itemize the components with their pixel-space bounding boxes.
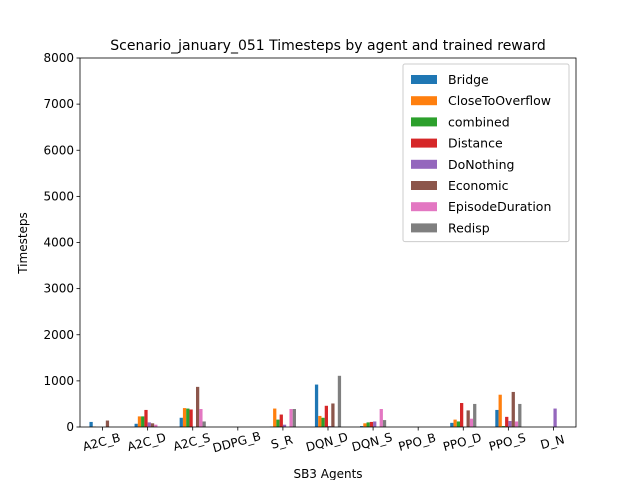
bar-bridge-ppo_s <box>495 409 499 427</box>
bar-distance-s_r <box>279 414 283 427</box>
x-tick-label: PPO_S <box>487 431 527 454</box>
bar-closetooverflow-a2c_s <box>182 408 187 427</box>
legend-label: Bridge <box>448 72 489 87</box>
bar-bridge-dqn_d <box>314 384 319 427</box>
bar-donothing-s_r <box>282 424 287 427</box>
bar-redisp-dqn_d <box>337 375 342 427</box>
bar-donothing-a2c_d <box>147 422 151 427</box>
legend-swatch <box>411 159 437 169</box>
bar-distance-ppo_d <box>460 403 464 427</box>
y-tick-label: 6000 <box>43 143 74 157</box>
bar-bridge-a2c_b <box>89 421 93 427</box>
legend-label: DoNothing <box>448 157 514 172</box>
bar-redisp-s_r <box>292 409 296 427</box>
bar-bridge-ppo_d <box>450 422 454 427</box>
x-tick-label: DQN_D <box>304 430 349 455</box>
y-tick-label: 2000 <box>43 328 74 342</box>
legend-label: Distance <box>448 136 503 151</box>
bar-donothing-ppo_s <box>508 421 512 427</box>
bar-closetooverflow-ppo_s <box>498 394 502 427</box>
legend-box <box>402 63 570 243</box>
legend-swatch <box>411 181 437 190</box>
x-tick-label: A2C_B <box>81 430 122 453</box>
legend-label: Redisp <box>448 220 490 235</box>
bar-combined-dqn_d <box>321 417 325 427</box>
bar-distance-a2c_s <box>189 409 193 427</box>
y-tick-label: 7000 <box>43 97 74 111</box>
x-tick-label: DDPG_B <box>211 429 262 455</box>
legend-label: combined <box>448 114 510 129</box>
x-axis-title: SB3 Agents <box>293 467 362 480</box>
bar-group <box>89 375 557 427</box>
bar-distance-dqn_d <box>324 405 328 427</box>
x-tick-label: S_R <box>269 433 294 452</box>
bar-bridge-a2c_d <box>134 423 138 427</box>
x-tick-label: PPO_B <box>397 430 437 453</box>
bar-closetooverflow-ppo_d <box>453 419 457 427</box>
y-tick-label: 8000 <box>43 51 74 65</box>
bar-redisp-a2c_s <box>202 421 206 427</box>
y-axis-ticks: 0 1000 2000 3000 4000 5000 6000 7000 8000 <box>43 51 80 434</box>
bar-donothing-dqn_d <box>328 426 332 427</box>
bar-economic-dqn_d <box>331 403 335 427</box>
y-tick-label: 5000 <box>43 189 74 203</box>
x-tick-label: PPO_D <box>442 430 483 454</box>
legend: Bridge CloseToOverflow combined Distance DoN… <box>402 63 570 243</box>
bar-economic-ppo_s <box>511 391 515 427</box>
legend-swatch <box>411 138 437 148</box>
bar-episodeduration-ppo_d <box>469 418 474 427</box>
bar-distance-ppo_s <box>505 416 509 427</box>
x-axis-ticks: A2C_B A2C_D A2C_S DDPG_B S_R DQN_D DQN_S PPO_B P… <box>81 427 566 455</box>
bar-economic-a2c_d <box>150 423 155 427</box>
bar-economic-ppo_d <box>466 410 470 427</box>
bar-episodeduration-dqn_s <box>379 409 383 427</box>
y-tick-label: 1000 <box>43 374 74 388</box>
bar-redisp-dqn_s <box>382 420 387 427</box>
bar-episodeduration-s_r <box>289 409 293 427</box>
bar-donothing-dqn_s <box>373 421 377 427</box>
legend-swatch <box>411 117 437 127</box>
y-tick-label: 4000 <box>43 236 74 250</box>
bar-closetooverflow-a2c_d <box>137 416 142 427</box>
legend-label: Economic <box>448 178 509 193</box>
x-tick-label: DQN_S <box>350 430 393 454</box>
x-tick-label: A2C_S <box>172 430 212 453</box>
x-tick-label: A2C_D <box>126 430 168 454</box>
bar-combined-ppo_d <box>456 421 461 427</box>
x-tick-label: D_N <box>539 432 566 452</box>
legend-label: CloseToOverflow <box>448 93 551 108</box>
bar-episodeduration-a2c_d <box>154 424 158 427</box>
legend-swatch <box>411 202 437 212</box>
bar-distance-dqn_s <box>369 421 374 427</box>
legend-label: EpisodeDuration <box>448 199 551 214</box>
bar-combined-a2c_s <box>186 408 190 427</box>
bar-combined-a2c_d <box>141 416 145 427</box>
bar-episodeduration-a2c_s <box>199 409 203 427</box>
y-axis-title: Timesteps <box>16 212 30 275</box>
legend-swatch <box>411 75 437 84</box>
bar-combined-ppo_s <box>501 426 506 427</box>
y-tick-label: 0 <box>66 420 74 434</box>
bar-closetooverflow-dqn_s <box>363 423 367 427</box>
bar-closetooverflow-s_r <box>273 408 277 427</box>
bar-bridge-dqn_s <box>360 426 364 427</box>
bar-combined-s_r <box>276 419 280 427</box>
legend-swatch <box>411 223 437 233</box>
bar-redisp-ppo_d <box>473 403 477 427</box>
y-tick-label: 3000 <box>43 282 74 296</box>
bar-closetooverflow-dqn_d <box>318 415 322 427</box>
chart-title: Scenario_january_051 Timesteps by agent … <box>110 38 545 54</box>
bar-economic-a2c_b <box>105 420 110 427</box>
bar-distance-a2c_d <box>144 409 148 427</box>
legend-swatch <box>411 96 437 106</box>
bar-bridge-a2c_s <box>179 417 183 427</box>
bar-redisp-ppo_s <box>518 403 522 427</box>
bar-economic-a2c_s <box>195 386 200 427</box>
bar-donothing-d_n <box>553 408 557 427</box>
bar-combined-dqn_s <box>366 422 370 427</box>
bar-episodeduration-ppo_s <box>514 421 519 427</box>
